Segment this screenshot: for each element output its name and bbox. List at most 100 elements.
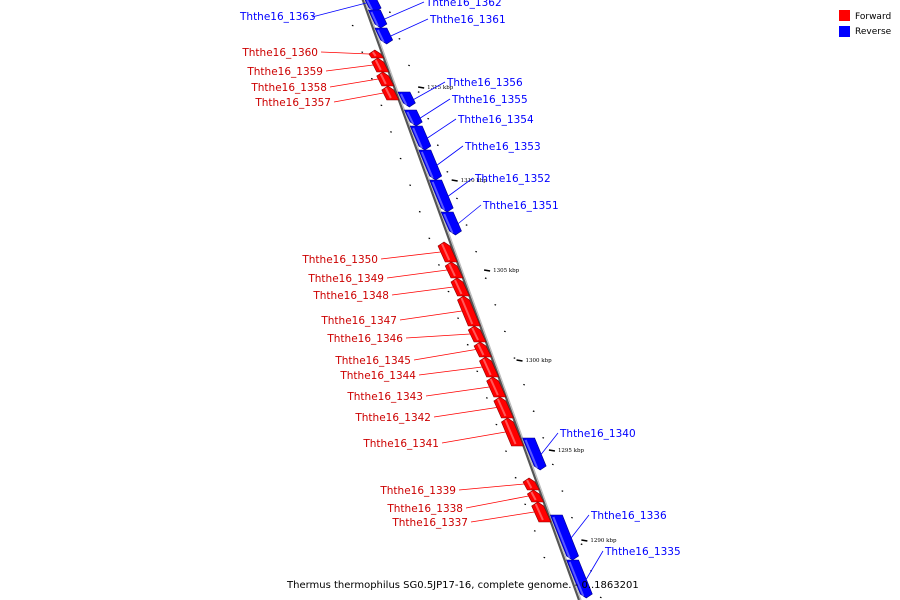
major-tick-label: 1310 kbp	[461, 178, 488, 184]
reverse-gene-label[interactable]: Ththe16_1356	[446, 77, 523, 89]
reverse-gene-block[interactable]	[418, 149, 443, 181]
forward-gene-block[interactable]	[473, 341, 492, 358]
forward-gene-block[interactable]	[526, 489, 545, 503]
reverse-gene-block[interactable]	[440, 211, 462, 236]
gene-features	[364, 0, 593, 599]
label-leader	[420, 98, 451, 119]
forward-gene-block[interactable]	[467, 325, 487, 343]
reverse-gene-label[interactable]: Ththe16_1353	[464, 141, 541, 153]
forward-gene-label[interactable]: Ththe16_1341	[362, 438, 439, 450]
forward-gene-label[interactable]: Ththe16_1338	[386, 503, 463, 515]
gene-highlight	[431, 181, 446, 211]
label-leader	[384, 1, 425, 20]
forward-gene-block[interactable]	[531, 501, 552, 523]
reverse-gene-label[interactable]: Ththe16_1361	[429, 14, 506, 26]
forward-gene-label[interactable]: Ththe16_1337	[391, 517, 468, 529]
gene-highlight	[534, 503, 544, 521]
minor-tick	[447, 290, 450, 293]
reverse-gene-block[interactable]	[429, 179, 454, 213]
forward-gene-label[interactable]: Ththe16_1357	[254, 97, 331, 109]
forward-gene-label[interactable]: Ththe16_1350	[301, 254, 378, 266]
gene-highlight	[477, 343, 485, 356]
minor-tick	[513, 357, 516, 359]
reverse-gene-block[interactable]	[367, 9, 388, 29]
minor-tick	[417, 91, 420, 93]
label-leader	[571, 514, 590, 538]
major-tick-mark	[418, 86, 425, 89]
forward-gene-block[interactable]	[376, 71, 395, 87]
label-leader	[311, 2, 367, 18]
gene-highlight	[504, 419, 517, 445]
forward-gene-label[interactable]: Ththe16_1343	[346, 391, 423, 403]
legend-forward-swatch	[839, 10, 850, 21]
forward-gene-label[interactable]: Ththe16_1347	[320, 315, 397, 327]
gene-highlight	[406, 111, 415, 125]
minor-tick	[495, 423, 498, 426]
forward-gene-label[interactable]: Ththe16_1346	[326, 333, 403, 345]
forward-gene-block[interactable]	[368, 49, 385, 59]
forward-gene-block[interactable]	[381, 85, 400, 101]
reverse-gene-block[interactable]	[374, 27, 394, 45]
forward-gene-label[interactable]: Ththe16_1339	[379, 485, 456, 497]
minor-tick	[418, 210, 421, 213]
forward-gene-block[interactable]	[371, 57, 390, 73]
reverse-gene-label[interactable]: Ththe16_1354	[457, 114, 534, 126]
forward-gene-block[interactable]	[479, 356, 500, 378]
reverse-gene-block[interactable]	[566, 559, 593, 599]
reverse-gene-block[interactable]	[549, 514, 579, 561]
minor-tick	[465, 224, 468, 226]
reverse-gene-block[interactable]	[409, 125, 432, 151]
forward-gene-block[interactable]	[486, 376, 507, 398]
reverse-gene-label[interactable]: Ththe16_1355	[451, 94, 528, 106]
reverse-gene-label[interactable]: Ththe16_1336	[590, 510, 667, 522]
reverse-gene-label[interactable]: Ththe16_1351	[482, 200, 559, 212]
label-leader	[448, 177, 474, 197]
forward-gene-label[interactable]: Ththe16_1358	[250, 82, 327, 94]
reverse-gene-block[interactable]	[522, 437, 547, 471]
forward-gene-block[interactable]	[501, 417, 524, 447]
gene-highlight	[460, 297, 474, 325]
minor-tick	[466, 343, 469, 346]
label-leader	[418, 366, 483, 376]
reverse-gene-label[interactable]: Ththe16_1340	[559, 428, 636, 440]
major-tick-label: 1300 kbp	[526, 358, 553, 364]
minor-tick	[427, 117, 430, 120]
forward-gene-label[interactable]: Ththe16_1360	[241, 47, 318, 59]
major-tick-label: 1315 kbp	[427, 85, 454, 91]
forward-gene-block[interactable]	[444, 261, 464, 279]
reverse-gene-label[interactable]: Ththe16_1335	[604, 546, 681, 558]
forward-gene-label[interactable]: Ththe16_1342	[354, 412, 431, 424]
minor-tick	[523, 383, 526, 386]
forward-gene-block[interactable]	[450, 277, 470, 297]
reverse-gene-label[interactable]: Ththe16_1363	[239, 11, 316, 23]
label-leader	[437, 145, 464, 166]
minor-tick	[514, 476, 517, 479]
forward-gene-block[interactable]	[457, 295, 481, 327]
forward-gene-block[interactable]	[522, 477, 540, 491]
minor-ticks	[351, 11, 602, 599]
forward-gene-label[interactable]: Ththe16_1349	[307, 273, 384, 285]
forward-gene-label[interactable]: Ththe16_1344	[339, 370, 416, 382]
reverse-gene-block[interactable]	[403, 109, 423, 127]
minor-tick	[524, 503, 527, 506]
forward-gene-label[interactable]: Ththe16_1348	[312, 290, 389, 302]
minor-tick	[503, 330, 506, 333]
reverse-gene-label[interactable]: Ththe16_1352	[474, 173, 551, 185]
gene-labels: Ththe16_1363 Ththe16_1362 Ththe16_1361 Thth…	[239, 0, 681, 558]
minor-tick	[505, 450, 507, 452]
forward-gene-label[interactable]: Ththe16_1359	[246, 66, 323, 78]
minor-tick	[408, 64, 410, 67]
forward-gene-block[interactable]	[493, 396, 514, 419]
major-tick-label: 1305 kbp	[493, 268, 520, 274]
minor-tick	[475, 250, 478, 253]
label-leader	[470, 511, 535, 523]
reverse-gene-block[interactable]	[397, 91, 416, 108]
label-leader	[333, 92, 384, 103]
reverse-gene-label[interactable]: Ththe16_1362	[425, 0, 502, 9]
forward-gene-block[interactable]	[437, 241, 458, 263]
gene-highlight	[441, 243, 451, 261]
label-leader	[386, 269, 448, 279]
forward-gene-label[interactable]: Ththe16_1345	[334, 355, 411, 367]
label-leader	[405, 333, 471, 339]
major-tick-mark	[548, 449, 556, 452]
